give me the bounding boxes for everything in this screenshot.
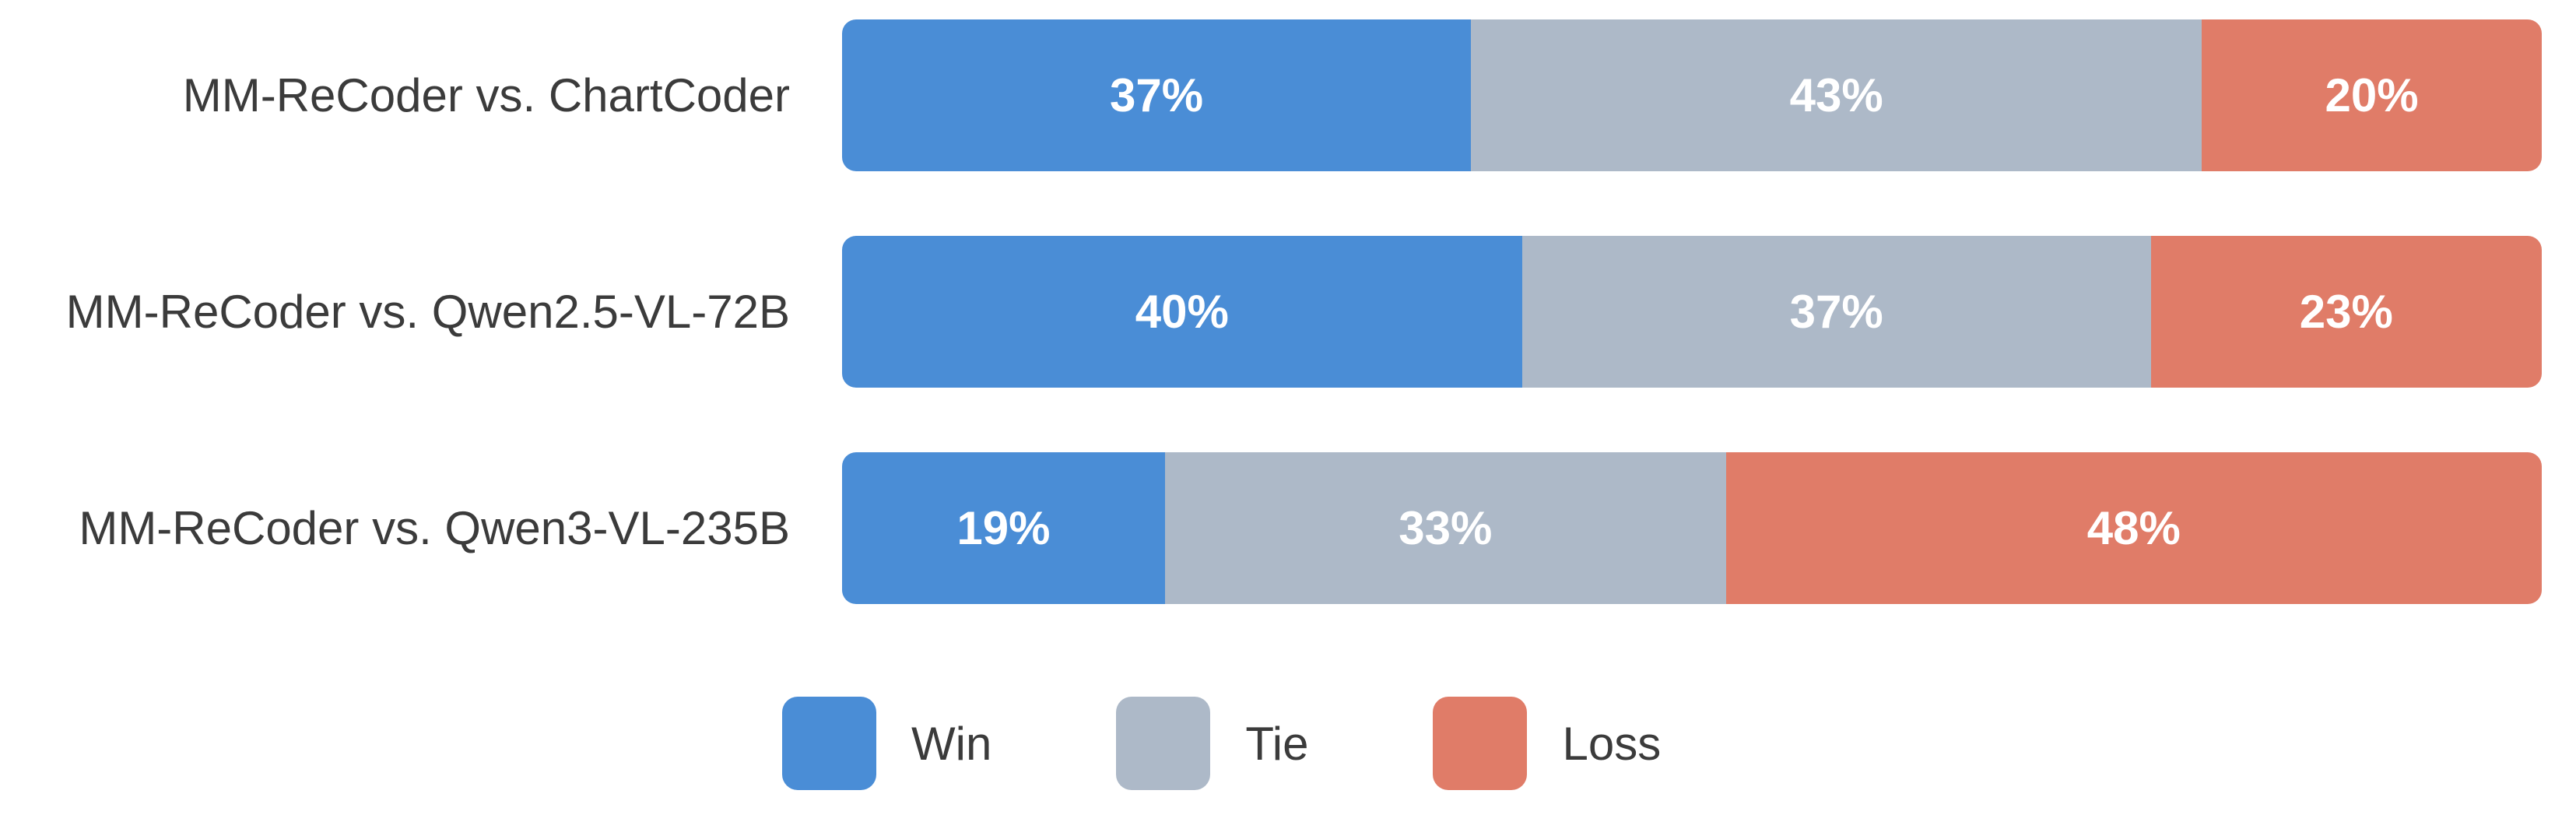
bar-segment-loss: 48%: [1725, 452, 2542, 604]
legend-item-tie: Tie: [1116, 697, 1308, 790]
bar-segment-tie: 37%: [1521, 236, 2151, 388]
segment-value-label: 33%: [1399, 502, 1493, 554]
bar-segment-tie: 43%: [1471, 19, 2202, 171]
segment-value-label: 20%: [2325, 69, 2419, 121]
bar-segment-loss: 20%: [2202, 19, 2542, 171]
bar-rows: MM-ReCoder vs. ChartCoder 37% 43% 20% MM…: [0, 19, 2576, 604]
segment-value-label: 48%: [2086, 502, 2181, 554]
legend-label-tie: Tie: [1245, 717, 1309, 770]
bar-segment-win: 37%: [842, 19, 1472, 171]
bar-segment-loss: 23%: [2150, 236, 2542, 388]
legend-label-loss: Loss: [1562, 717, 1662, 770]
win-color-swatch: [782, 697, 876, 790]
bar-row-qwen25-vl-72b: MM-ReCoder vs. Qwen2.5-VL-72B 40% 37% 23…: [0, 236, 2576, 388]
row-label: MM-ReCoder vs. Qwen2.5-VL-72B: [65, 286, 790, 338]
bar-row-qwen3-vl-235b: MM-ReCoder vs. Qwen3-VL-235B 19% 33% 48%: [0, 452, 2576, 604]
stacked-bar: 37% 43% 20%: [842, 19, 2542, 171]
stacked-bar: 40% 37% 23%: [842, 236, 2542, 388]
bar-row-chartcoder: MM-ReCoder vs. ChartCoder 37% 43% 20%: [0, 19, 2576, 171]
segment-value-label: 37%: [1109, 69, 1204, 121]
row-label: MM-ReCoder vs. Qwen3-VL-235B: [79, 502, 790, 554]
legend: Win Tie Loss: [782, 697, 1661, 790]
bar-segment-win: 40%: [842, 236, 1522, 388]
segment-value-label: 23%: [2299, 286, 2393, 338]
bar-segment-tie: 33%: [1164, 452, 1726, 604]
segment-value-label: 37%: [1789, 286, 1883, 338]
stacked-bar: 19% 33% 48%: [842, 452, 2542, 604]
legend-item-win: Win: [782, 697, 991, 790]
row-label: MM-ReCoder vs. ChartCoder: [182, 69, 790, 121]
bar-segment-win: 19%: [842, 452, 1165, 604]
legend-label-win: Win: [911, 717, 992, 770]
segment-value-label: 40%: [1135, 286, 1229, 338]
loss-color-swatch: [1433, 697, 1528, 790]
legend-item-loss: Loss: [1433, 697, 1661, 790]
segment-value-label: 19%: [956, 502, 1051, 554]
tie-color-swatch: [1116, 697, 1211, 790]
segment-value-label: 43%: [1789, 69, 1883, 121]
